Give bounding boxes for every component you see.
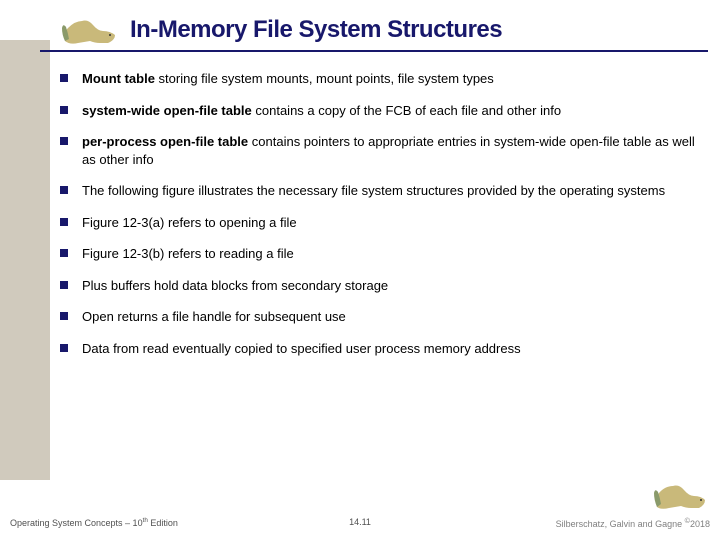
bullet-text: per-process open-file table contains poi… [82, 133, 700, 168]
bullet-text: Plus buffers hold data blocks from secon… [82, 277, 700, 295]
sidebar-accent [0, 40, 50, 480]
bullet-text: system-wide open-file table contains a c… [82, 102, 700, 120]
bullet-item: The following figure illustrates the nec… [60, 182, 700, 200]
bullet-square-icon [60, 312, 68, 320]
bullet-text: Data from read eventually copied to spec… [82, 340, 700, 358]
footer-right: Silberschatz, Galvin and Gagne ©2018 [556, 516, 710, 529]
bullet-item: Mount table storing file system mounts, … [60, 70, 700, 88]
bullet-text: Mount table storing file system mounts, … [82, 70, 700, 88]
slide-number: 14.11 [349, 517, 371, 527]
bullet-square-icon [60, 249, 68, 257]
title-rule [40, 50, 708, 52]
header: In-Memory File System Structures [60, 10, 700, 50]
bullet-item: per-process open-file table contains poi… [60, 133, 700, 168]
bullet-item: Open returns a file handle for subsequen… [60, 308, 700, 326]
bullet-item: Figure 12-3(b) refers to reading a file [60, 245, 700, 263]
footer-left: Operating System Concepts – 10th Edition [10, 517, 178, 528]
bullet-square-icon [60, 74, 68, 82]
bullet-item: Figure 12-3(a) refers to opening a file [60, 214, 700, 232]
bullet-text: Figure 12-3(b) refers to reading a file [82, 245, 700, 263]
bullet-text: The following figure illustrates the nec… [82, 182, 700, 200]
bullet-square-icon [60, 186, 68, 194]
bullet-square-icon [60, 218, 68, 226]
bullet-item: Data from read eventually copied to spec… [60, 340, 700, 358]
bullet-square-icon [60, 344, 68, 352]
content-area: Mount table storing file system mounts, … [60, 70, 700, 485]
bullet-square-icon [60, 106, 68, 114]
bullet-square-icon [60, 137, 68, 145]
bullet-square-icon [60, 281, 68, 289]
bullet-text: Figure 12-3(a) refers to opening a file [82, 214, 700, 232]
bullet-item: system-wide open-file table contains a c… [60, 102, 700, 120]
dinosaur-icon [60, 13, 120, 48]
bullet-item: Plus buffers hold data blocks from secon… [60, 277, 700, 295]
slide-title: In-Memory File System Structures [130, 16, 502, 44]
bullet-text: Open returns a file handle for subsequen… [82, 308, 700, 326]
dinosaur-icon [653, 477, 708, 512]
footer: Operating System Concepts – 10th Edition… [10, 512, 710, 532]
